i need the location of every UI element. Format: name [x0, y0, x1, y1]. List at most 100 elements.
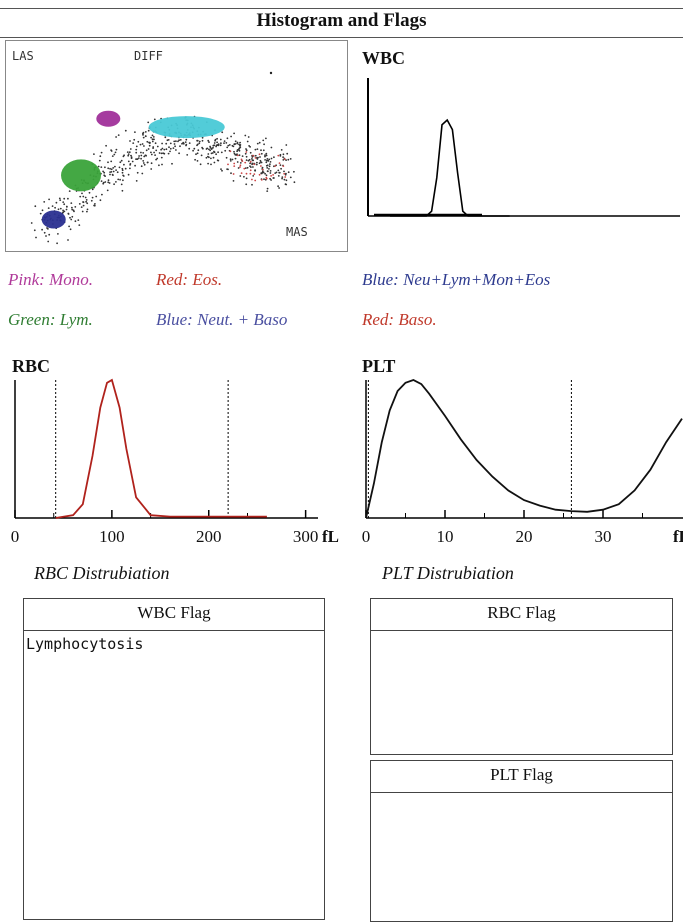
- legend-pink-mono: Pink: Mono.: [8, 270, 93, 289]
- scatter-point: [228, 144, 231, 146]
- wbc-flag-divider: [24, 630, 324, 631]
- scatter-point: [232, 145, 235, 148]
- scatter-point: [94, 203, 96, 205]
- scatter-point: [239, 144, 241, 147]
- scatter-point: [229, 160, 232, 162]
- scatter-point: [193, 147, 196, 150]
- scatter-point: [264, 155, 266, 158]
- scatter-point: [201, 139, 204, 142]
- scatter-point: [251, 158, 253, 160]
- scatter-point: [196, 144, 198, 147]
- scatter-point: [239, 162, 242, 164]
- scatter-point: [237, 167, 240, 169]
- scatter-point: [39, 212, 42, 215]
- scatter-point: [213, 150, 215, 153]
- scatter-point: [185, 143, 188, 146]
- scatter-point: [130, 154, 132, 157]
- scatter-point: [74, 220, 77, 223]
- scatter-point: [111, 155, 114, 157]
- scatter-point: [154, 142, 157, 145]
- scatter-point: [244, 134, 247, 137]
- plt-tick-label: 20: [516, 527, 533, 546]
- scatter-point: [232, 173, 235, 175]
- scatter-point: [251, 159, 254, 162]
- scatter-point: [252, 154, 255, 157]
- scatter-point: [223, 140, 226, 142]
- scatter-point: [174, 145, 177, 148]
- scatter-point: [285, 179, 288, 182]
- scatter-label-mas: MAS: [286, 225, 308, 239]
- scatter-point: [266, 164, 269, 167]
- scatter-point: [115, 148, 118, 151]
- scatter-point: [244, 167, 247, 169]
- scatter-point: [108, 182, 111, 184]
- scatter-point: [287, 158, 290, 161]
- scatter-point: [34, 205, 37, 208]
- scatter-point: [169, 150, 171, 153]
- scatter-point: [135, 180, 138, 182]
- plt-caption: PLT Distrubiation: [382, 563, 514, 583]
- rbc-histogram: 0 100 200 300 fL: [11, 378, 339, 546]
- scatter-point: [270, 146, 273, 149]
- scatter-point: [279, 164, 282, 166]
- scatter-point: [269, 163, 271, 166]
- scatter-point: [140, 154, 143, 157]
- scatter-point: [161, 142, 164, 145]
- scatter-point: [280, 167, 282, 170]
- scatter-point: [175, 140, 177, 143]
- scatter-point: [254, 157, 257, 159]
- scatter-point: [225, 142, 228, 144]
- scatter-point: [81, 192, 83, 195]
- rbc-tick-label: 200: [196, 527, 222, 546]
- scatter-point: [212, 144, 215, 147]
- scatter-point: [150, 153, 153, 156]
- scatter-point: [68, 225, 70, 228]
- scatter-point: [71, 206, 73, 209]
- scatter-point: [256, 158, 259, 160]
- scatter-point: [56, 242, 58, 245]
- scatter-point: [277, 169, 280, 172]
- scatter-point: [114, 151, 117, 154]
- scatter-point: [243, 167, 246, 170]
- scatter-point: [252, 175, 255, 177]
- scatter-point: [269, 170, 272, 172]
- green-cluster: [61, 159, 102, 192]
- scatter-point: [227, 163, 229, 166]
- scatter-point: [150, 151, 152, 154]
- scatter-point: [209, 149, 212, 152]
- scatter-point: [216, 159, 219, 162]
- scatter-point: [103, 174, 106, 177]
- scatter-point: [109, 167, 111, 170]
- plt-tick-label: 30: [595, 527, 612, 546]
- scatter-point: [129, 164, 131, 166]
- scatter-point: [284, 183, 287, 186]
- scatter-point: [141, 172, 144, 175]
- plt-series-line: [365, 379, 683, 519]
- scatter-point: [281, 177, 283, 180]
- scatter-point: [152, 146, 155, 148]
- scatter-point: [199, 163, 202, 166]
- scatter-point: [213, 142, 216, 144]
- scatter-point: [71, 215, 74, 218]
- scatter-point: [269, 177, 271, 180]
- scatter-point: [245, 149, 248, 152]
- scatter-point: [102, 181, 105, 184]
- scatter-point: [91, 188, 94, 191]
- scatter-point: [227, 144, 230, 147]
- scatter-point: [247, 136, 250, 138]
- scatter-point: [289, 158, 292, 160]
- scatter-point: [173, 143, 176, 145]
- scatter-point: [247, 159, 250, 162]
- scatter-point: [48, 233, 51, 236]
- scatter-point: [151, 140, 154, 143]
- scatter-point: [57, 233, 59, 235]
- scatter-point: [216, 137, 219, 140]
- scatter-point: [67, 213, 70, 215]
- scatter-point: [118, 166, 121, 169]
- scatter-point: [132, 142, 135, 144]
- scatter-point: [251, 183, 253, 186]
- scatter-point: [143, 163, 146, 166]
- scatter-point: [110, 150, 113, 152]
- scatter-point: [166, 139, 169, 142]
- rbc-series-line: [55, 378, 267, 519]
